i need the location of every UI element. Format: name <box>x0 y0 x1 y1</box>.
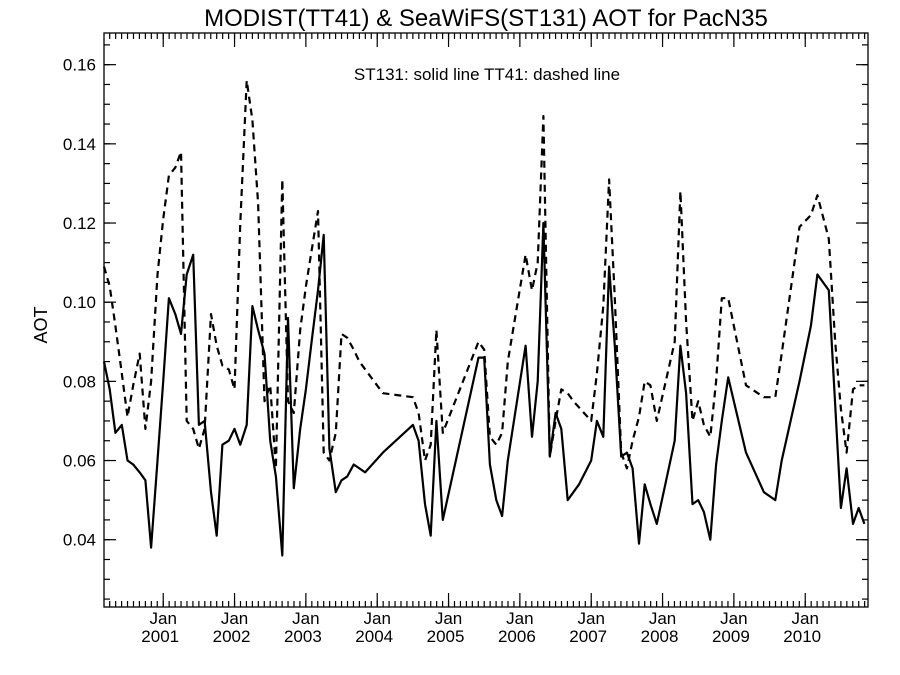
y-tick-label: 0.04 <box>63 531 96 550</box>
x-tick-year-label: 2001 <box>141 627 179 646</box>
x-tick-year-label: 2006 <box>498 627 536 646</box>
x-tick-year-label: 2005 <box>427 627 465 646</box>
series-line-st131 <box>102 221 866 557</box>
x-tick-month-label: Jan <box>506 609 533 628</box>
x-axis-ticks: Jan2001Jan2002Jan2003Jan2004Jan2005Jan20… <box>109 33 866 646</box>
y-axis-label: AOT <box>31 306 51 343</box>
x-tick-year-label: 2003 <box>284 627 322 646</box>
y-tick-label: 0.16 <box>63 56 96 75</box>
x-tick-year-label: 2002 <box>213 627 251 646</box>
y-tick-label: 0.14 <box>63 135 96 154</box>
plot-frame <box>103 32 869 608</box>
x-tick-year-label: 2010 <box>783 627 821 646</box>
chart-title: MODIST(TT41) & SeaWiFS(ST131) AOT for Pa… <box>204 5 768 32</box>
legend-annotation: ST131: solid line TT41: dashed line <box>354 65 620 84</box>
x-tick-month-label: Jan <box>149 609 176 628</box>
y-tick-label: 0.12 <box>63 214 96 233</box>
x-tick-month-label: Jan <box>221 609 248 628</box>
series-line-tt41 <box>102 79 865 470</box>
y-tick-label: 0.10 <box>63 293 96 312</box>
x-tick-month-label: Jan <box>578 609 605 628</box>
x-tick-year-label: 2009 <box>712 627 750 646</box>
series-layer <box>102 79 866 557</box>
x-tick-month-label: Jan <box>435 609 462 628</box>
y-axis-ticks: 0.04 0.06 0.08 0.10 0.12 0.14 0.16 <box>63 44 868 600</box>
x-tick-month-label: Jan <box>792 609 819 628</box>
y-tick-label: 0.08 <box>63 372 96 391</box>
x-tick-year-label: 2007 <box>569 627 607 646</box>
y-tick-label: 0.06 <box>63 452 96 471</box>
x-tick-year-label: 2008 <box>641 627 679 646</box>
x-tick-year-label: 2004 <box>355 627 393 646</box>
x-tick-month-label: Jan <box>720 609 747 628</box>
x-tick-month-label: Jan <box>364 609 391 628</box>
x-tick-month-label: Jan <box>649 609 676 628</box>
x-tick-month-label: Jan <box>292 609 319 628</box>
